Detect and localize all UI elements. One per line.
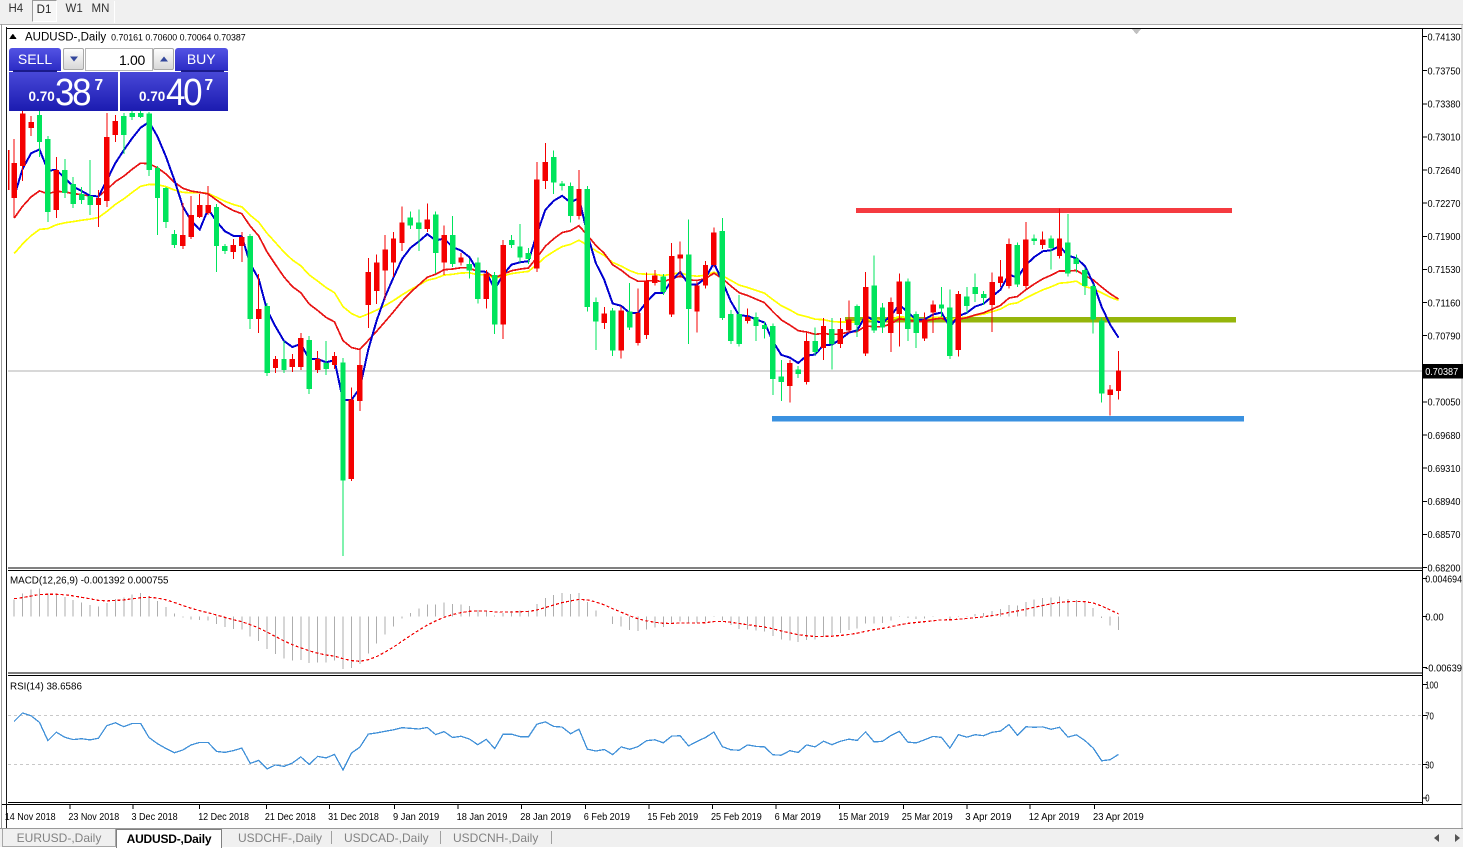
svg-text:0.69680: 0.69680 — [1428, 431, 1461, 442]
svg-text:70: 70 — [1425, 712, 1434, 723]
svg-text:3 Dec 2018: 3 Dec 2018 — [132, 812, 178, 823]
svg-text:0.71530: 0.71530 — [1428, 265, 1461, 276]
svg-text:25 Feb 2019: 25 Feb 2019 — [711, 812, 762, 823]
svg-text:0.72270: 0.72270 — [1428, 199, 1461, 210]
svg-text:12 Apr 2019: 12 Apr 2019 — [1029, 812, 1080, 823]
svg-text:-0.00639: -0.00639 — [1425, 663, 1462, 674]
svg-text:23 Nov 2018: 23 Nov 2018 — [68, 812, 119, 823]
svg-text:0.68200: 0.68200 — [1428, 563, 1461, 574]
svg-text:31 Dec 2018: 31 Dec 2018 — [328, 812, 379, 823]
svg-text:0.73010: 0.73010 — [1428, 133, 1461, 144]
svg-text:0.70387: 0.70387 — [1425, 367, 1458, 378]
svg-text:0.73380: 0.73380 — [1428, 100, 1461, 111]
svg-text:15 Mar 2019: 15 Mar 2019 — [838, 812, 889, 823]
svg-text:0.69310: 0.69310 — [1428, 464, 1461, 475]
svg-text:0.71160: 0.71160 — [1428, 298, 1461, 309]
svg-text:0.72640: 0.72640 — [1428, 166, 1461, 177]
svg-text:0.70050: 0.70050 — [1428, 398, 1461, 409]
svg-text:25 Mar 2019: 25 Mar 2019 — [902, 812, 953, 823]
svg-text:30: 30 — [1425, 761, 1434, 772]
svg-text:0.70790: 0.70790 — [1428, 332, 1461, 343]
svg-text:18 Jan 2019: 18 Jan 2019 — [457, 812, 508, 823]
svg-text:28 Jan 2019: 28 Jan 2019 — [520, 812, 571, 823]
svg-text:MACD(12,26,9) -0.001392 0.0007: MACD(12,26,9) -0.001392 0.000755 — [10, 576, 169, 587]
svg-text:0.68940: 0.68940 — [1428, 497, 1461, 508]
svg-text:0.00: 0.00 — [1425, 612, 1444, 623]
svg-text:3 Apr 2019: 3 Apr 2019 — [965, 812, 1011, 823]
svg-text:15 Feb 2019: 15 Feb 2019 — [647, 812, 698, 823]
svg-text:0.73750: 0.73750 — [1428, 66, 1461, 77]
svg-text:100: 100 — [1425, 680, 1438, 691]
svg-text:6 Mar 2019: 6 Mar 2019 — [775, 812, 821, 823]
svg-text:0: 0 — [1425, 794, 1429, 805]
svg-text:6 Feb 2019: 6 Feb 2019 — [584, 812, 630, 823]
svg-text:21 Dec 2018: 21 Dec 2018 — [265, 812, 316, 823]
svg-text:9 Jan 2019: 9 Jan 2019 — [393, 812, 439, 823]
svg-text:0.74130: 0.74130 — [1428, 32, 1461, 43]
svg-text:23 Apr 2019: 23 Apr 2019 — [1093, 812, 1144, 823]
svg-text:14 Nov 2018: 14 Nov 2018 — [5, 812, 56, 823]
svg-text:0.71900: 0.71900 — [1428, 232, 1461, 243]
svg-text:0.68570: 0.68570 — [1428, 530, 1461, 541]
svg-text:12 Dec 2018: 12 Dec 2018 — [198, 812, 249, 823]
svg-text:RSI(14) 38.6586: RSI(14) 38.6586 — [10, 682, 82, 693]
svg-text:0.004694: 0.004694 — [1425, 574, 1462, 585]
